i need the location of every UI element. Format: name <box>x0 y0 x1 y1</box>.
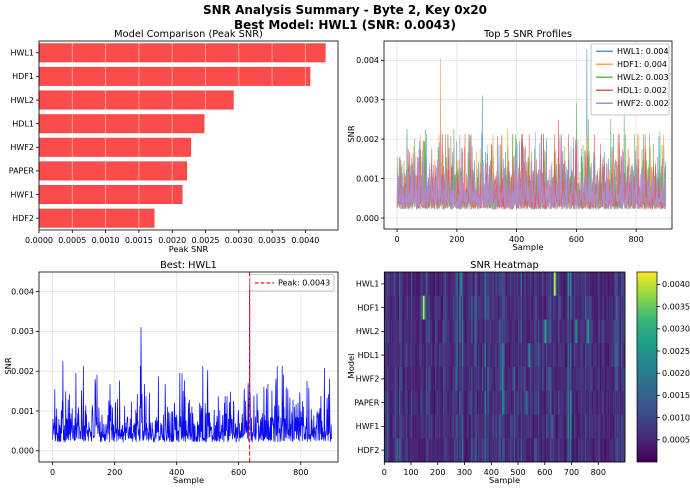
svg-text:0: 0 <box>395 235 400 244</box>
svg-text:100: 100 <box>403 468 418 477</box>
svg-text:0.000: 0.000 <box>11 447 34 456</box>
svg-text:800: 800 <box>628 235 643 244</box>
svg-text:0.004: 0.004 <box>356 56 379 65</box>
best-hwl1-line-chart: 0 200 400 600 800 0.000 0.001 0.002 0.003 0.004 Pe… <box>11 271 339 477</box>
best-chart-xlabel: Sample <box>172 475 205 485</box>
svg-text:HDL1: 0.002: HDL1: 0.002 <box>617 86 667 95</box>
svg-text:600: 600 <box>569 235 584 244</box>
svg-text:200: 200 <box>430 468 445 477</box>
svg-text:800: 800 <box>293 468 308 477</box>
svg-text:HDF1: 0.004: HDF1: 0.004 <box>617 60 667 69</box>
svg-text:0.002: 0.002 <box>11 367 34 376</box>
svg-text:HDF2: HDF2 <box>12 214 34 223</box>
svg-text:PAPER: PAPER <box>354 398 380 407</box>
svg-text:0.0035: 0.0035 <box>662 302 690 311</box>
svg-text:300: 300 <box>457 468 472 477</box>
svg-text:0.0030: 0.0030 <box>225 236 253 245</box>
svg-text:0.001: 0.001 <box>356 174 379 183</box>
svg-text:HWF1: HWF1 <box>356 422 380 431</box>
svg-text:0.0000: 0.0000 <box>25 236 53 245</box>
figure-title-line1: SNR Analysis Summary - Byte 2, Key 0x20 <box>202 3 488 17</box>
svg-text:HWF1: HWF1 <box>10 190 34 199</box>
svg-text:200: 200 <box>449 235 464 244</box>
svg-text:0.004: 0.004 <box>11 287 34 296</box>
svg-text:HDF2: HDF2 <box>357 446 379 455</box>
svg-text:0: 0 <box>382 468 387 477</box>
svg-text:0.0015: 0.0015 <box>125 236 153 245</box>
top5-snr-profiles-line-chart: 0 200 400 600 800 0.000 0.001 0.002 0.003 0.004 HW… <box>356 40 673 244</box>
svg-text:0.0040: 0.0040 <box>291 236 319 245</box>
svg-text:Peak: 0.0043: Peak: 0.0043 <box>278 279 330 288</box>
best-chart-title: Best: HWL1 <box>160 260 217 271</box>
svg-text:0.0005: 0.0005 <box>662 436 690 445</box>
bar-chart-xlabel: Peak SNR <box>168 244 209 254</box>
model-comparison-bar-chart: HWL1 HDF1 HWL2 HDL1 HWF2 PAPER HWF1 HDF2 0.0000 0… <box>9 40 339 245</box>
heatmap-xlabel: Sample <box>488 475 521 485</box>
svg-text:HWL2: 0.003: HWL2: 0.003 <box>617 73 669 82</box>
svg-text:HDF1: HDF1 <box>357 303 379 312</box>
svg-text:0.0030: 0.0030 <box>662 325 690 334</box>
heatmap-ylabel: Model <box>346 353 356 379</box>
svg-text:HDF1: HDF1 <box>12 72 34 81</box>
svg-text:HWF2: HWF2 <box>356 375 380 384</box>
best-chart-ylabel: SNR <box>3 357 13 375</box>
svg-text:HWL1: HWL1 <box>11 49 34 58</box>
bar-chart-title: Model Comparison (Peak SNR) <box>114 29 263 40</box>
snr-heatmap-chart: HWL1 HDF1 HWL2 HDL1 HWF2 PAPER HWF1 HDF2 0 100 200… <box>354 271 690 477</box>
svg-text:0.003: 0.003 <box>356 96 379 105</box>
svg-text:HWF2: 0.002: HWF2: 0.002 <box>617 99 669 108</box>
svg-text:0.003: 0.003 <box>11 327 34 336</box>
svg-text:0.0025: 0.0025 <box>192 236 220 245</box>
svg-text:0.0025: 0.0025 <box>662 347 690 356</box>
top5-chart-title: Top 5 SNR Profiles <box>483 29 573 40</box>
svg-text:0.001: 0.001 <box>11 407 34 416</box>
svg-text:0: 0 <box>50 468 55 477</box>
svg-text:HWL1: HWL1 <box>356 280 379 289</box>
svg-text:0.0015: 0.0015 <box>662 391 690 400</box>
svg-text:0.0020: 0.0020 <box>662 369 690 378</box>
svg-text:600: 600 <box>231 468 246 477</box>
svg-text:HWL2: HWL2 <box>11 96 34 105</box>
svg-text:0.0035: 0.0035 <box>258 236 286 245</box>
svg-text:0.0020: 0.0020 <box>158 236 186 245</box>
svg-text:0.0010: 0.0010 <box>92 236 120 245</box>
svg-text:700: 700 <box>564 468 579 477</box>
svg-text:600: 600 <box>537 468 552 477</box>
svg-text:400: 400 <box>484 468 499 477</box>
top5-chart-xlabel: Sample <box>512 242 544 252</box>
svg-text:0.002: 0.002 <box>356 135 379 144</box>
svg-text:800: 800 <box>591 468 606 477</box>
svg-text:400: 400 <box>509 235 524 244</box>
svg-text:400: 400 <box>169 468 184 477</box>
svg-text:HWF2: HWF2 <box>10 143 34 152</box>
svg-text:0.0005: 0.0005 <box>58 236 86 245</box>
svg-text:PAPER: PAPER <box>9 167 35 176</box>
svg-text:HDL1: HDL1 <box>358 351 380 360</box>
svg-text:0.000: 0.000 <box>356 214 379 223</box>
svg-text:0.0040: 0.0040 <box>662 280 690 289</box>
svg-text:HWL2: HWL2 <box>356 327 379 336</box>
svg-text:HWL1: 0.004: HWL1: 0.004 <box>617 47 669 56</box>
svg-text:0.0010: 0.0010 <box>662 413 690 422</box>
figure-title-line2: Best Model: HWL1 (SNR: 0.0043) <box>234 17 456 32</box>
svg-text:HDL1: HDL1 <box>12 120 34 129</box>
heatmap-title: SNR Heatmap <box>470 260 539 271</box>
top5-chart-ylabel: SNR <box>346 125 356 143</box>
svg-text:200: 200 <box>107 468 122 477</box>
svg-text:500: 500 <box>510 468 525 477</box>
